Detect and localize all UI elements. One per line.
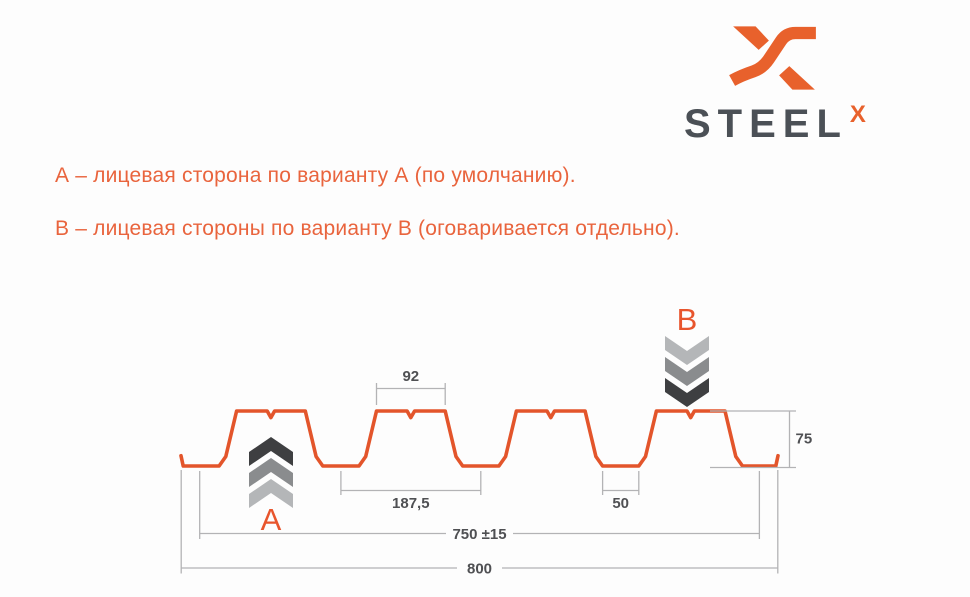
logo-text: STEEL	[684, 102, 848, 146]
variant-a-label: А	[261, 502, 282, 537]
dimension-pitch: 187,5	[340, 471, 482, 512]
chevrons-up-icon	[249, 437, 293, 508]
logo-superscript-x: X	[849, 101, 866, 128]
variant-b-label: В	[677, 302, 698, 337]
dim-75-value: 75	[796, 431, 813, 448]
dimension-crest-width: 92	[375, 368, 446, 405]
chevrons-down-icon	[665, 336, 709, 407]
profile-outline	[179, 409, 780, 468]
note-variant-a: А – лицевая сторона по варианту А (по ум…	[55, 164, 576, 187]
dim-750-value: 750 ±15	[452, 526, 506, 543]
dim-50-value: 50	[612, 495, 629, 512]
dimension-working-width: 750 ±15	[199, 471, 761, 543]
dimension-height: 75	[710, 410, 813, 469]
dimension-trough-width: 50	[601, 471, 640, 512]
dimension-total-width: 800	[180, 470, 779, 578]
steelx-logo-icon	[729, 26, 816, 90]
dim-187-value: 187,5	[392, 495, 430, 512]
note-variant-b: В – лицевая стороны по варианту В (огова…	[55, 217, 680, 240]
logo-wordmark: STEELX	[684, 101, 914, 147]
dim-92-value: 92	[402, 368, 419, 385]
dim-800-value: 800	[467, 561, 492, 578]
